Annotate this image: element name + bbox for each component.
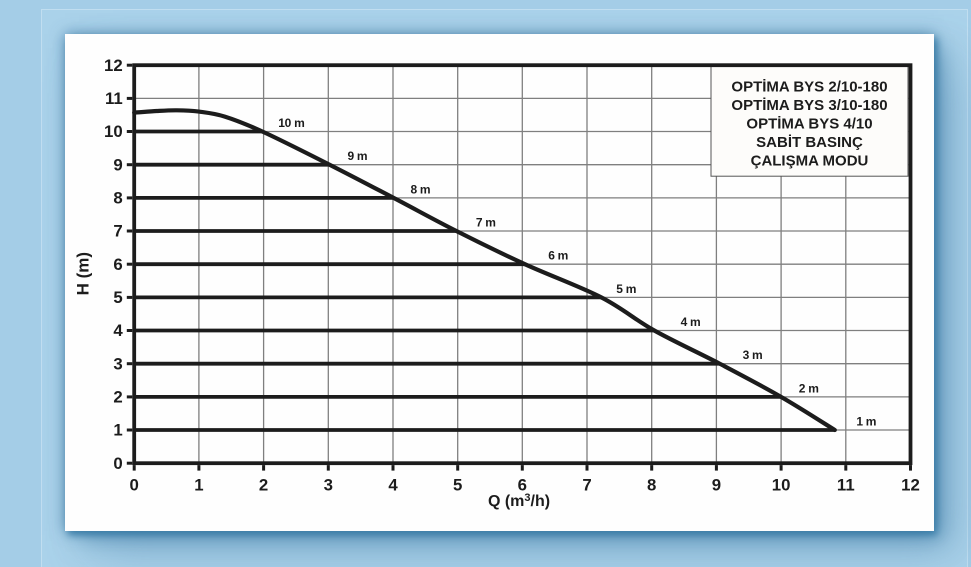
svg-text:12: 12 — [104, 56, 123, 75]
svg-text:OPTİMA BYS 3/10-180: OPTİMA BYS 3/10-180 — [731, 97, 887, 114]
svg-text:H (m): H (m) — [74, 252, 93, 295]
svg-text:ÇALIŞMA MODU: ÇALIŞMA MODU — [751, 153, 869, 170]
svg-text:1 m: 1 m — [856, 415, 876, 429]
svg-text:0: 0 — [130, 476, 139, 495]
svg-text:2: 2 — [113, 388, 122, 407]
svg-text:12: 12 — [901, 476, 920, 495]
svg-text:7: 7 — [113, 222, 122, 241]
svg-text:7: 7 — [582, 476, 591, 495]
svg-text:5: 5 — [453, 476, 462, 495]
svg-text:OPTİMA BYS 2/10-180: OPTİMA BYS 2/10-180 — [731, 79, 887, 96]
svg-text:8: 8 — [113, 189, 122, 208]
svg-text:1: 1 — [113, 421, 122, 440]
svg-text:3: 3 — [113, 355, 122, 374]
svg-text:3 m: 3 m — [743, 348, 763, 362]
svg-text:SABİT BASINÇ: SABİT BASINÇ — [756, 134, 863, 151]
svg-text:6: 6 — [518, 476, 527, 495]
svg-text:9: 9 — [712, 476, 721, 495]
svg-text:5 m: 5 m — [616, 282, 636, 296]
svg-text:OPTİMA BYS 4/10: OPTİMA BYS 4/10 — [746, 116, 872, 133]
svg-text:6 m: 6 m — [548, 249, 568, 263]
svg-text:5: 5 — [113, 288, 122, 307]
svg-text:6: 6 — [113, 255, 122, 274]
svg-text:11: 11 — [105, 89, 123, 108]
svg-text:2 m: 2 m — [799, 382, 819, 396]
svg-text:10: 10 — [772, 476, 791, 495]
svg-text:8 m: 8 m — [411, 183, 431, 197]
svg-text:10 m: 10 m — [278, 116, 304, 130]
svg-text:2: 2 — [259, 476, 268, 495]
svg-text:4: 4 — [113, 321, 123, 340]
svg-text:9 m: 9 m — [348, 149, 368, 163]
svg-text:4 m: 4 m — [681, 315, 701, 329]
svg-text:Q (m3/h): Q (m3/h) — [488, 492, 550, 510]
svg-text:3: 3 — [324, 476, 333, 495]
svg-text:1: 1 — [194, 476, 203, 495]
svg-text:8: 8 — [647, 476, 656, 495]
svg-text:11: 11 — [837, 476, 855, 495]
svg-text:10: 10 — [104, 122, 123, 141]
svg-text:9: 9 — [113, 156, 122, 175]
svg-text:7 m: 7 m — [476, 216, 496, 230]
svg-text:0: 0 — [113, 454, 122, 473]
svg-text:4: 4 — [388, 476, 398, 495]
